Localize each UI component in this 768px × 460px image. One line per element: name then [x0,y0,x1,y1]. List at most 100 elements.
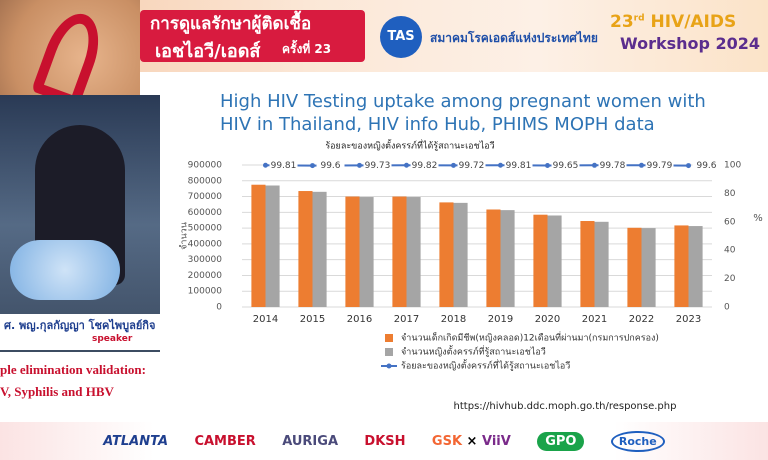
sponsor: GPO [537,431,585,451]
banner-title-box [140,10,365,62]
data-label-bg [551,159,580,172]
line-point [545,162,550,168]
workshop-name: HIV/AIDS [650,12,737,32]
line-point [592,162,597,168]
tas-logo: TAS [380,16,422,58]
banner-title: การดูแลรักษาผู้ติดเชื้อ [150,14,312,34]
y-axis-label: จำนวน [179,222,190,250]
sponsor: Roche [610,430,665,452]
line-point [451,162,456,168]
side-text: V, Syphilis and HBV [0,384,114,399]
x-tick-label: 2019 [488,314,513,325]
bar [298,191,313,307]
banner-title: เอชไอวี/เอดส์ [155,41,261,62]
speaker-bar [0,314,160,350]
workshop: 23rd HIV/AIDS [610,12,736,32]
data-label-bg [269,159,298,172]
data-label-bg [363,159,392,172]
workshop-suffix: rd [633,13,645,24]
bar [345,196,360,307]
legend-label: จำนวนหญิงตั้งครรภ์ที่รู้สถานะเอชไอวี [401,345,546,358]
side-text: ple elimination validation: [0,362,146,377]
sponsor: ATLANTA [103,433,169,449]
line-point [310,163,315,169]
y-tick-label: 600000 [188,208,223,218]
speaker-role: speaker [92,334,133,344]
y2-tick-label: 60 [724,217,736,227]
y-tick-label: 100000 [188,287,223,297]
y2-tick-label: 0 [724,303,730,313]
legend-swatch [385,334,393,342]
data-label-bg [410,159,439,172]
line-point [263,162,268,168]
bar [580,221,595,307]
data-label: 99.79 [647,161,673,171]
bar [627,227,642,307]
chart: ร้อยละของหญิงตั้งครรภ์ที่ได้รู้สถานะเอชไ… [179,139,763,413]
bar [265,185,280,307]
sponsor: GSK × ViiV [431,433,511,449]
bar [359,197,374,307]
y2-tick-label: 20 [724,274,736,284]
data-label-bg [457,159,486,172]
y-tick-label: 500000 [188,224,223,234]
x-tick-label: 2022 [629,314,654,325]
bar [486,209,501,307]
chart-subtitle: ร้อยละของหญิงตั้งครรภ์ที่ได้รู้สถานะเอชไ… [325,139,494,152]
workshop-year: Workshop 2024 [620,34,761,53]
y-tick-label: 300000 [188,255,223,265]
data-label-bg [316,159,345,172]
source: https://hivhub.ddc.moph.go.th/response.p… [454,401,677,412]
bar [688,226,703,307]
y-tick-label: 400000 [188,239,223,249]
y-tick-label: 900000 [188,161,223,171]
line-point [498,162,503,168]
bar [312,191,327,307]
bar [594,221,609,307]
data-label: 99.78 [600,161,626,171]
data-label: 99.6 [696,161,716,171]
data-label-bg [598,159,627,172]
y2-tick-label: 40 [724,246,736,256]
side-text-bg [0,352,160,420]
data-label-bg [692,159,721,172]
data-label: 99.81 [271,161,297,171]
speaker-name: ศ. พญ.กุลกัญญา โชคไพบูลย์กิจ [4,319,156,332]
sponsor: DKSH [364,433,406,449]
y-tick-label: 700000 [188,192,223,202]
sponsor: ViiV [481,433,511,449]
bar [406,197,421,307]
sponsor: GSK [431,433,463,449]
data-label: 99.73 [365,161,391,171]
sponsor: CAMBER [194,433,256,449]
x-tick-label: 2018 [441,314,466,325]
x-tick-label: 2023 [676,314,701,325]
line-point [639,162,644,168]
legend-marker [386,363,392,369]
data-label: 99.6 [320,161,340,171]
legend-label: ร้อยละของหญิงตั้งครรภ์ที่ได้รู้สถานะเอชไ… [401,359,570,372]
bar [641,228,656,307]
banner-edition: ครั้งที่ 23 [282,42,332,56]
x-tick-label: 2015 [300,314,325,325]
data-label-bg [504,159,533,172]
y-tick-label: 0 [216,303,222,313]
x-tick-label: 2014 [253,314,278,325]
legend-swatch [385,348,393,356]
data-label: 99.65 [553,161,579,171]
y-tick-label: 200000 [188,271,223,281]
data-label-bg [645,159,674,172]
workshop-number: 23 [610,12,634,32]
data-label: 99.81 [506,161,532,171]
association: สมาคมโรคเอดส์แห่งประเทศไทย [430,31,598,45]
sponsor: AURIGA [282,433,338,449]
sponsor-strip: ATLANTA CAMBER AURIGA DKSH GSK × ViiV GP… [0,422,768,460]
flowers [10,240,120,300]
data-label: 99.72 [459,161,485,171]
y2-tick-label: 100 [724,161,741,171]
bar [500,210,515,307]
legend-label: จำนวนเด็กเกิดมีชีพ(หญิงคลอด)12เดือนที่ผ่… [401,331,659,344]
x-tick-label: 2017 [394,314,419,325]
bar [453,202,468,307]
